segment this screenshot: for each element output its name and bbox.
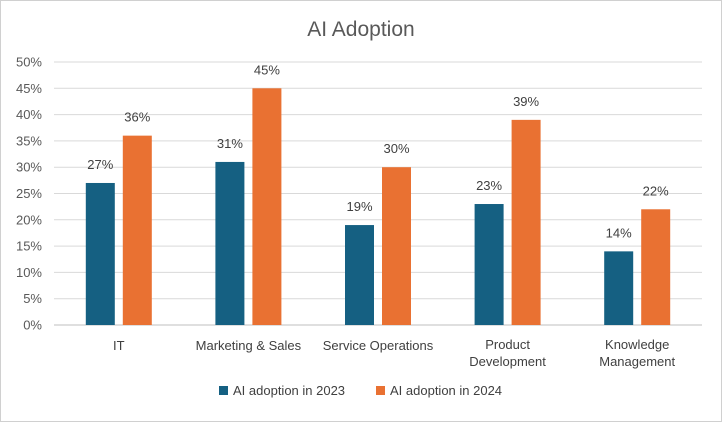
bar-2023 — [85, 182, 115, 325]
category-label: Product — [485, 337, 530, 352]
legend: AI adoption in 2023 AI adoption in 2024 — [219, 383, 502, 398]
legend-label: AI adoption in 2024 — [390, 383, 502, 398]
data-label: 36% — [124, 110, 150, 125]
bar-2023 — [474, 204, 504, 325]
y-tick-label: 35% — [16, 133, 42, 148]
bar-2023 — [604, 251, 634, 325]
legend-label: AI adoption in 2023 — [233, 383, 345, 398]
bars: 27% 36% 31% 45% 19% 30% 23% 39% 14% 22% — [85, 62, 671, 325]
y-axis: 0% 5% 10% 15% 20% 25% 30% 35% 40% 45% 50% — [16, 55, 42, 333]
data-label: 23% — [476, 178, 502, 193]
category-label: Service Operations — [323, 338, 434, 353]
category-label: Knowledge — [605, 337, 669, 352]
data-label: 45% — [254, 62, 280, 77]
data-label: 31% — [217, 136, 243, 151]
bar-2024 — [122, 135, 152, 325]
bar-2024 — [252, 88, 282, 325]
bar-2024 — [511, 119, 541, 325]
category-label: Marketing & Sales — [196, 338, 302, 353]
y-tick-label: 10% — [16, 265, 42, 280]
y-tick-label: 30% — [16, 160, 42, 175]
y-tick-label: 15% — [16, 239, 42, 254]
bar-2024 — [641, 209, 671, 325]
data-label: 22% — [643, 183, 669, 198]
category-label: Development — [469, 354, 546, 369]
data-label: 14% — [606, 225, 632, 240]
data-label: 30% — [383, 141, 409, 156]
y-tick-label: 40% — [16, 107, 42, 122]
data-label: 27% — [87, 157, 113, 172]
y-tick-label: 50% — [16, 55, 42, 70]
bar-2023 — [345, 225, 374, 325]
category-label: IT — [113, 338, 125, 353]
legend-swatch — [219, 386, 228, 395]
bar-2023 — [215, 161, 245, 325]
legend-swatch — [376, 386, 385, 395]
bar-2024 — [382, 167, 411, 325]
gridlines — [54, 61, 702, 326]
y-tick-label: 25% — [16, 186, 42, 201]
data-label: 19% — [346, 199, 372, 214]
x-axis: IT Marketing & Sales Service Operations Pro… — [113, 337, 676, 369]
y-tick-label: 5% — [23, 291, 42, 306]
category-label: Management — [599, 354, 675, 369]
data-label: 39% — [513, 94, 539, 109]
y-tick-label: 20% — [16, 212, 42, 227]
y-tick-label: 45% — [16, 81, 42, 96]
y-tick-label: 0% — [23, 318, 42, 333]
chart-title: AI Adoption — [307, 18, 414, 41]
